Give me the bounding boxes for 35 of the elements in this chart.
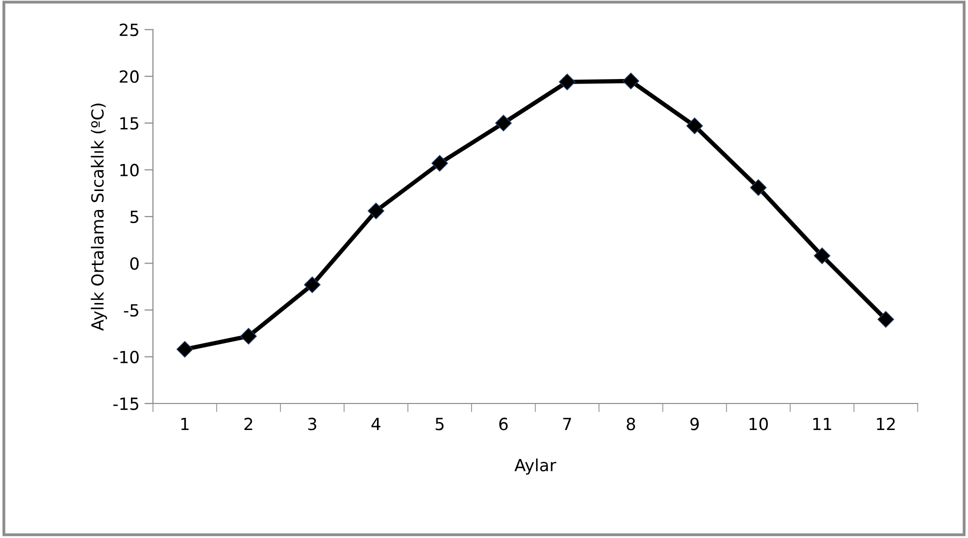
point — [304, 276, 321, 294]
x-tick-label: 7 — [563, 418, 572, 430]
x-tick-label: 5 — [436, 418, 444, 430]
x-tick-label: 8 — [626, 418, 636, 430]
point — [558, 74, 576, 90]
x-tick-label: 9 — [690, 418, 699, 430]
y-tick-label: 10 — [120, 164, 139, 176]
point — [686, 118, 703, 134]
point — [240, 328, 257, 344]
y-tick-label: -5 — [124, 304, 138, 317]
point — [495, 114, 512, 132]
y-tick-label: 25 — [120, 24, 138, 36]
x-tick-label: 1 — [181, 418, 189, 430]
y-tick-label: 15 — [120, 117, 138, 130]
y-axis-title: Aylık Ortalama Sıcaklık (ºC) — [90, 104, 107, 331]
point — [878, 311, 894, 328]
x-tick-label: 11 — [813, 418, 832, 430]
y-tick-label: -10 — [113, 350, 139, 364]
point — [622, 72, 640, 90]
x-tick-label: 2 — [244, 418, 252, 430]
point — [368, 202, 384, 220]
x-tick-label: 4 — [372, 418, 380, 430]
point — [750, 179, 767, 196]
point — [176, 341, 194, 358]
x-axis-title: Aylar — [514, 458, 556, 475]
point — [431, 154, 448, 172]
y-tick-label: 0 — [130, 257, 139, 270]
y-tick-label: 20 — [120, 70, 139, 83]
x-tick-label: 6 — [499, 418, 508, 430]
x-tick-label: 12 — [877, 418, 895, 430]
x-tick-label: 10 — [750, 418, 768, 430]
x-tick-label: 3 — [308, 418, 316, 430]
y-tick-label: 5 — [130, 210, 138, 224]
point — [814, 248, 830, 264]
y-tick-label: -15 — [113, 398, 138, 410]
